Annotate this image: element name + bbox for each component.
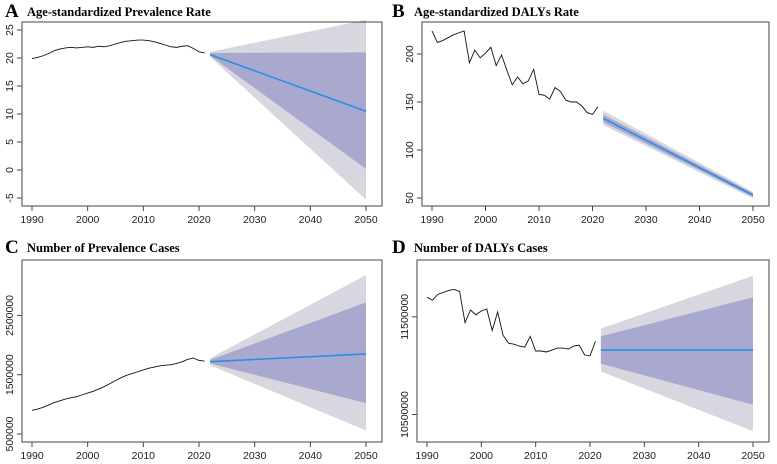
x-tick-label: 2020: [581, 214, 605, 226]
plot-frame: [416, 259, 770, 443]
panel-a: A Age-standardized Prevalence Rate 1990 2…: [0, 0, 389, 232]
y-tick-label: 0: [4, 167, 16, 173]
x-tick-label: 2010: [132, 214, 156, 226]
panel-letter: A: [5, 1, 19, 22]
chart-title: Number of DALYs Cases: [414, 241, 548, 255]
x-tick-label: 2040: [299, 214, 323, 226]
x-tick-label: 2030: [634, 214, 658, 226]
chart-title: Age-standardized DALYs Rate: [414, 5, 579, 19]
x-tick-label: 2000: [76, 214, 100, 226]
y-tick-label: 15: [4, 80, 16, 92]
ci80-band: [210, 52, 366, 169]
y-tick-label: 150: [404, 93, 416, 111]
x-tick-label: 2050: [354, 450, 378, 462]
y-tick-label: 2500000: [4, 295, 16, 336]
x-tick-label: 2000: [474, 214, 498, 226]
history-line: [31, 357, 205, 411]
history-line: [431, 30, 599, 116]
y-tick-label: 25: [4, 24, 16, 36]
x-tick-label: 2050: [741, 214, 765, 226]
y-tick-label: 5: [4, 139, 16, 145]
x-tick-label: 2000: [470, 450, 494, 462]
chart-title: Age-standardized Prevalence Rate: [27, 5, 211, 19]
panel-letter: C: [5, 237, 19, 258]
x-tick-label: 2050: [741, 450, 765, 462]
x-tick-label: 1990: [415, 450, 439, 462]
x-tick-label: 1990: [420, 214, 444, 226]
x-tick-label: 2000: [76, 450, 100, 462]
plot-frame: [421, 21, 770, 207]
panel-letter: B: [392, 1, 405, 22]
x-tick-label: 2030: [243, 214, 267, 226]
chart-plot: 1990 2000 2010 2020 2030 2040 2050 -5 0 5 10 15 20 25: [4, 19, 383, 226]
chart-title: Number of Prevalence Cases: [27, 241, 180, 255]
y-tick-label: 100: [404, 141, 416, 159]
y-tick-label: -5: [4, 193, 16, 202]
history-line: [31, 39, 205, 60]
x-tick-label: 2020: [578, 450, 602, 462]
forecast-line: [209, 53, 367, 112]
y-tick-label: 50: [404, 192, 416, 204]
x-tick-label: 2050: [354, 214, 378, 226]
x-tick-label: 2010: [132, 450, 156, 462]
y-tick-label: 200: [404, 45, 416, 63]
chart-plot: 1990 2000 2010 2020 2030 2040 2050 10500000 1150…: [399, 259, 770, 462]
chart-plot: 1990 2000 2010 2020 2030 2040 2050 500000 150000…: [4, 259, 383, 462]
x-tick-label: 2020: [187, 214, 211, 226]
panel-c: C Number of Prevalence Cases 1990 2000 201…: [0, 232, 389, 464]
history-line: [426, 289, 596, 357]
x-tick-label: 2030: [243, 450, 267, 462]
x-tick-label: 2040: [687, 450, 711, 462]
ci80-band: [600, 297, 753, 405]
x-tick-label: 1990: [20, 450, 44, 462]
y-tick-label: 1500000: [4, 354, 16, 395]
chart-plot: 1990 2000 2010 2020 2030 2040 2050 50 100 150 200: [404, 21, 770, 226]
panel-d: D Number of DALYs Cases 1990 2000 2010 2020…: [389, 232, 777, 464]
x-tick-label: 2010: [527, 214, 551, 226]
panel-letter: D: [392, 237, 406, 258]
ci80-band: [210, 302, 366, 404]
y-tick-label: 20: [4, 52, 16, 64]
y-tick-label: 10500000: [399, 391, 411, 438]
y-tick-label: 11500000: [399, 294, 411, 340]
forecast-line: [210, 353, 367, 363]
x-tick-label: 2020: [187, 450, 211, 462]
x-tick-label: 2040: [688, 214, 712, 226]
x-tick-label: 1990: [20, 214, 44, 226]
ci80-band: [603, 114, 753, 198]
panel-b: B Age-standardized DALYs Rate 1990 2000 20…: [389, 0, 777, 232]
plot-frame: [21, 259, 383, 443]
x-tick-label: 2030: [633, 450, 657, 462]
x-tick-label: 2010: [524, 450, 548, 462]
y-tick-label: 500000: [4, 416, 16, 451]
x-tick-label: 2040: [299, 450, 323, 462]
y-tick-label: 10: [4, 108, 16, 120]
forecast-line: [602, 117, 754, 196]
